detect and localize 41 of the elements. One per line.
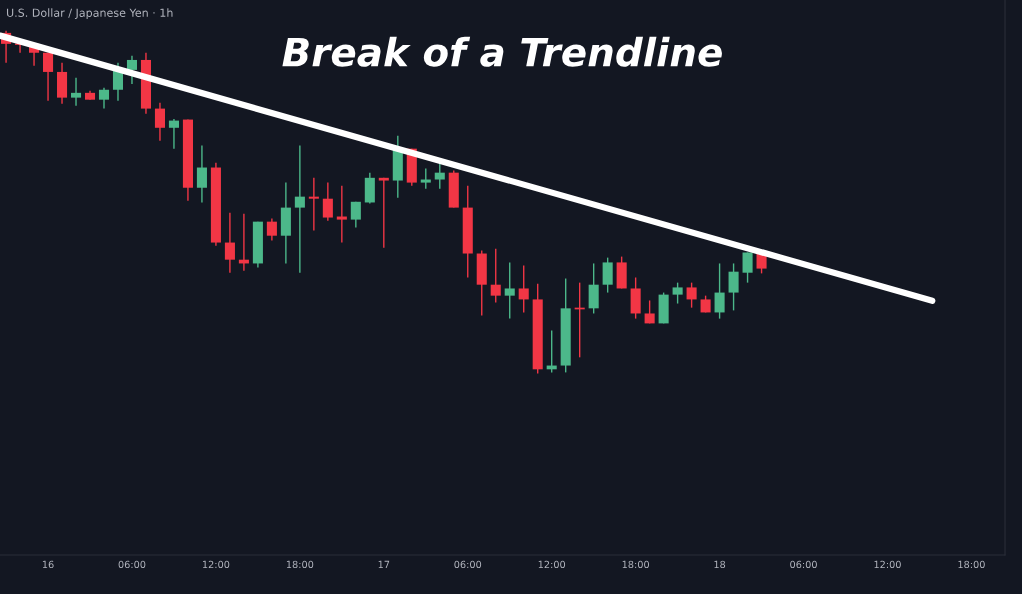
candlestick (518, 264, 529, 314)
candlestick (168, 118, 179, 150)
candlestick (294, 144, 305, 274)
x-tick-label: 17 (378, 560, 390, 568)
chart-title: Break of a Trendline (282, 36, 722, 67)
candlestick (588, 262, 599, 315)
x-tick-label: 16 (42, 560, 54, 569)
x-tick-label: 18:00 (286, 560, 314, 569)
candlestick (70, 77, 82, 107)
candlestick (490, 248, 501, 304)
x-tick-label: 12:00 (538, 560, 566, 569)
candlestick (728, 262, 739, 312)
x-tick-label: 12:00 (874, 560, 901, 569)
candlestick (266, 217, 277, 242)
x-tick-label: 12:00 (202, 560, 230, 569)
x-tick-label: 18 (714, 560, 726, 569)
candlestick (350, 201, 361, 229)
candlestick (224, 212, 235, 274)
x-tick-label: 06:00 (454, 560, 482, 569)
candlestick (434, 162, 445, 190)
x-tick-label: 06:00 (118, 560, 146, 569)
candlestick (686, 281, 697, 309)
candlestick (154, 102, 165, 142)
x-tick-label: 18:00 (958, 560, 985, 569)
candlestick (196, 144, 207, 204)
candlestick (43, 52, 54, 102)
candlestick (742, 251, 753, 284)
chart-subtitle: U.S. Dollar / Japanese Yen · 1h (7, 8, 173, 20)
candlestick (126, 55, 138, 85)
candlestick (378, 177, 389, 249)
candlestick (98, 87, 110, 110)
candlestick (322, 181, 333, 222)
candlestick (714, 262, 725, 320)
candlestick (672, 281, 683, 305)
candlestick (336, 184, 347, 244)
candlestick (602, 256, 613, 294)
x-tick-label: 18:00 (622, 560, 650, 569)
x-tick-label: 06:00 (790, 560, 817, 569)
candlestick (420, 167, 431, 190)
candlestick (504, 261, 515, 320)
candlestick (308, 177, 319, 232)
